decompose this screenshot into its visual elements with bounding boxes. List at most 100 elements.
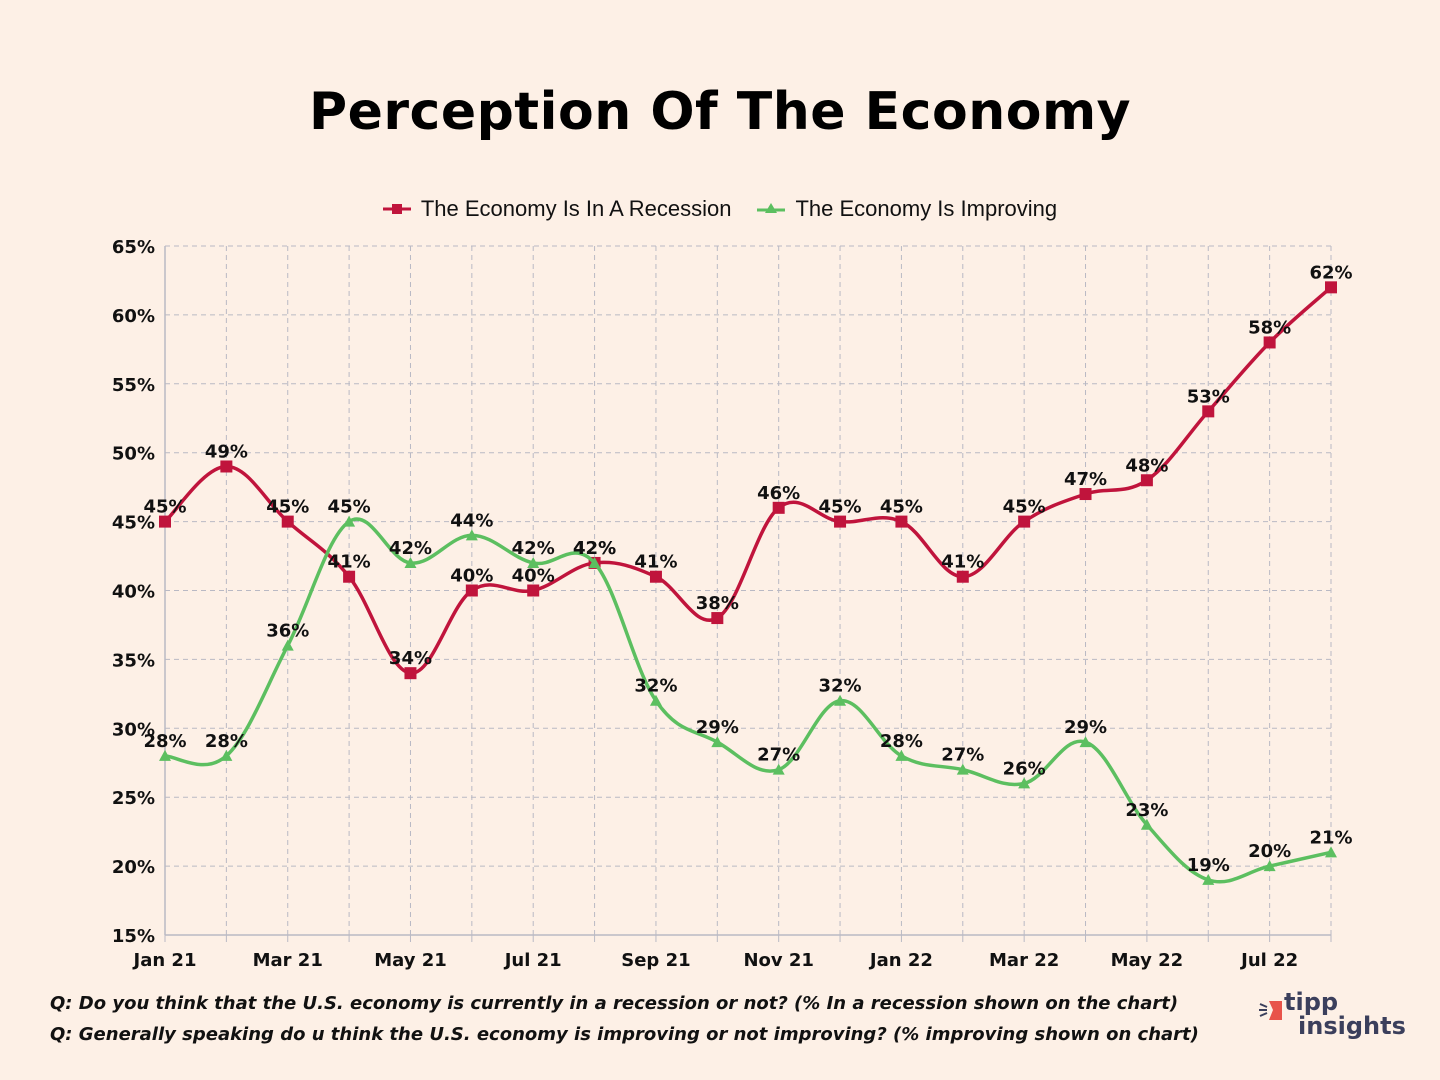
data-point-improving xyxy=(711,736,724,748)
data-point-improving xyxy=(1202,873,1215,885)
legend-label-recession: The Economy Is In A Recession xyxy=(420,196,732,221)
y-tick-label: 30% xyxy=(112,719,155,740)
y-tick-label: 55% xyxy=(112,375,155,396)
data-point-recession xyxy=(281,515,294,528)
data-point-improving xyxy=(772,763,785,775)
data-label-improving: 32% xyxy=(634,676,677,697)
legend: The Economy Is In A Recession The Econom… xyxy=(0,196,1440,222)
data-point-recession xyxy=(404,667,417,680)
data-label-recession: 58% xyxy=(1248,317,1291,338)
data-label-recession: 34% xyxy=(389,648,432,669)
data-point-improving xyxy=(834,694,847,706)
data-point-improving xyxy=(404,556,417,568)
data-point-improving xyxy=(343,515,356,527)
data-label-improving: 32% xyxy=(819,676,862,697)
data-label-improving: 23% xyxy=(1125,800,1168,821)
data-point-improving xyxy=(895,749,908,761)
data-label-recession: 41% xyxy=(634,552,677,573)
data-point-recession xyxy=(159,515,171,528)
data-point-improving xyxy=(220,749,233,761)
data-point-recession xyxy=(465,584,478,597)
data-label-improving: 29% xyxy=(1064,717,1107,738)
data-point-improving xyxy=(1263,860,1276,872)
data-point-improving xyxy=(1140,818,1153,830)
y-tick-label: 65% xyxy=(112,237,155,258)
y-tick-label: 15% xyxy=(112,926,155,947)
data-label-improving: 20% xyxy=(1248,841,1291,862)
data-label-improving: 27% xyxy=(757,745,800,766)
data-label-recession: 40% xyxy=(512,566,555,587)
data-label-improving: 21% xyxy=(1309,827,1352,848)
y-tick-label: 25% xyxy=(112,788,155,809)
axes: 15% 20% 25% 30% 35% 40% 45% 50% 55% 60% 65% Jan 21 M… xyxy=(112,237,1332,971)
data-label-recession: 41% xyxy=(328,552,371,573)
data-label-improving: 42% xyxy=(573,538,616,559)
data-label-improving: 28% xyxy=(143,731,186,752)
data-point-recession xyxy=(1140,474,1153,487)
data-point-recession xyxy=(1263,336,1276,349)
legend-triangle-marker-icon xyxy=(757,203,786,213)
data-label-improving: 36% xyxy=(266,621,309,642)
data-label-recession: 49% xyxy=(205,441,248,462)
legend-label-improving: The Economy Is Improving xyxy=(795,196,1058,221)
logo-text-insights: insights xyxy=(1298,1012,1406,1040)
tipp-insights-logo: tipp insights xyxy=(1258,988,1418,1050)
footnote-improving-question: Q: Generally speaking do u think the U.S… xyxy=(50,1024,1199,1045)
data-point-recession xyxy=(1018,515,1031,528)
x-tick-label: Jan 21 xyxy=(132,950,197,971)
data-label-recession: 45% xyxy=(880,497,923,518)
data-label-improving: 27% xyxy=(941,745,984,766)
grid xyxy=(165,245,1332,935)
data-point-recession xyxy=(772,501,785,514)
data-point-recession xyxy=(1325,281,1337,294)
data-label-improving: 29% xyxy=(696,717,739,738)
data-point-recession xyxy=(1202,405,1215,418)
data-point-improving xyxy=(1325,846,1337,858)
data-point-recession xyxy=(895,515,908,528)
y-tick-label: 60% xyxy=(112,306,155,327)
data-label-improving: 45% xyxy=(328,497,371,518)
x-tick-label: Jul 22 xyxy=(1239,950,1298,971)
data-label-recession: 45% xyxy=(1003,497,1046,518)
footnotes: Q: Do you think that the U.S. economy is… xyxy=(50,988,1199,1050)
data-point-improving xyxy=(281,639,294,651)
data-label-recession: 41% xyxy=(941,552,984,573)
data-label-recession: 38% xyxy=(696,593,739,614)
data-label-improving: 42% xyxy=(512,538,555,559)
data-point-improving xyxy=(465,529,478,541)
data-point-recession xyxy=(956,570,969,583)
data-point-recession xyxy=(527,584,540,597)
legend-square-marker-icon xyxy=(382,204,411,214)
x-tick-label: Mar 21 xyxy=(253,950,323,971)
data-label-recession: 46% xyxy=(757,483,800,504)
series xyxy=(159,281,1337,885)
logo-mark-icon xyxy=(1259,1001,1282,1020)
series-line-improving xyxy=(164,517,1332,884)
chart-title: Perception Of The Economy xyxy=(308,82,1132,142)
x-tick-label: Sep 21 xyxy=(621,950,690,971)
data-label-recession: 45% xyxy=(819,497,862,518)
data-point-improving xyxy=(956,763,969,775)
data-point-recession xyxy=(1079,488,1092,501)
data-point-improving xyxy=(1018,777,1031,789)
data-point-improving xyxy=(1079,736,1092,748)
data-point-recession xyxy=(711,612,724,625)
y-tick-label: 35% xyxy=(112,650,155,671)
data-label-improving: 19% xyxy=(1187,855,1230,876)
data-point-recession xyxy=(220,460,233,473)
data-label-improving: 42% xyxy=(389,538,432,559)
legend-item-improving: The Economy Is Improving xyxy=(757,196,1057,222)
data-point-improving xyxy=(588,556,601,568)
y-tick-label: 50% xyxy=(112,444,155,465)
x-tick-label: Nov 21 xyxy=(743,950,813,971)
data-point-recession xyxy=(343,570,356,583)
data-label-recession: 45% xyxy=(143,497,186,518)
data-point-recession xyxy=(649,570,662,583)
y-tick-label: 45% xyxy=(112,513,155,534)
footnote-recession-question: Q: Do you think that the U.S. economy is… xyxy=(50,993,1179,1014)
y-tick-label: 40% xyxy=(112,582,155,603)
logo-text-tipp: tipp xyxy=(1284,988,1339,1016)
x-tick-label: Mar 22 xyxy=(989,950,1059,971)
x-tick-label: Jul 21 xyxy=(503,950,562,971)
data-point-recession xyxy=(834,515,847,528)
